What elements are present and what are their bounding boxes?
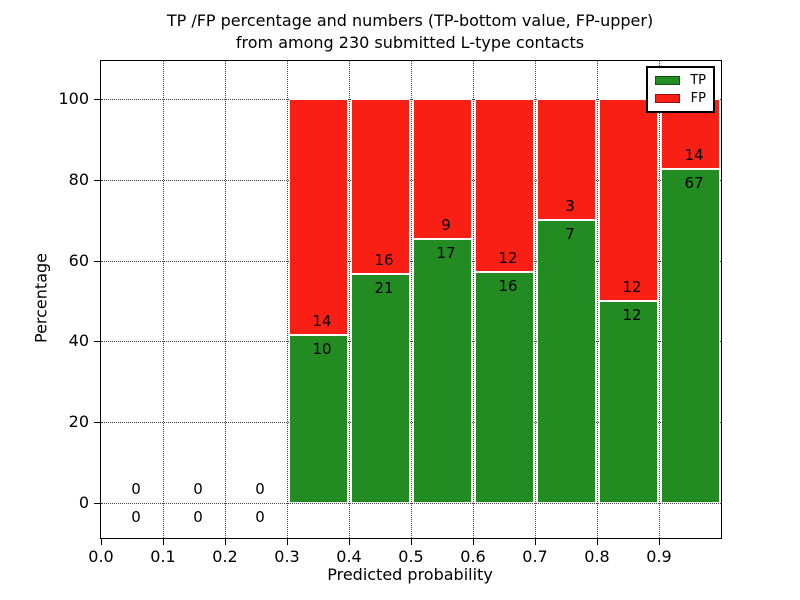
tp-count-label: 21: [374, 278, 394, 297]
legend-label-fp: FP: [690, 91, 706, 107]
x-tick-mark: [225, 539, 226, 545]
x-tick-label: 0.1: [150, 547, 176, 566]
y-tick-label: 60: [68, 250, 89, 270]
x-tick-label: 0.8: [584, 547, 610, 566]
y-tick-label: 0: [78, 493, 89, 512]
x-tick-mark: [287, 539, 288, 545]
fp-bar-segment: [474, 99, 534, 273]
y-tick-label: 20: [68, 412, 89, 432]
x-tick-mark: [597, 539, 598, 545]
fp-count-label: 14: [312, 311, 332, 330]
tp-count-label: 0: [193, 508, 203, 526]
y-tick-mark: [94, 99, 100, 101]
x-tick-label: 0.3: [274, 547, 300, 566]
x-gridline: [287, 61, 288, 538]
x-gridline: [535, 61, 536, 538]
fp-count-label: 12: [498, 249, 518, 268]
y-tick-mark: [94, 341, 100, 343]
x-gridline: [225, 61, 226, 538]
tp-count-label: 17: [436, 243, 456, 262]
tp-bar-segment: [474, 272, 534, 503]
x-tick-mark: [349, 539, 350, 545]
x-tick-label: 0.5: [398, 547, 424, 566]
y-tick-label: 40: [68, 331, 89, 351]
fp-bar-segment: [288, 99, 348, 335]
chart-title: TP /FP percentage and numbers (TP-bottom…: [20, 10, 800, 54]
x-tick-label: 0.2: [212, 547, 238, 566]
tp-color-swatch: [655, 75, 680, 85]
x-tick-mark: [535, 539, 536, 545]
x-axis-label: Predicted probability: [327, 565, 493, 584]
tp-count-label: 67: [684, 173, 704, 192]
x-tick-label: 0.4: [336, 547, 362, 566]
fp-bar-segment: [598, 99, 658, 302]
legend: TP FP: [646, 66, 715, 113]
x-tick-label: 0.6: [460, 547, 486, 566]
fp-count-label: 3: [565, 197, 575, 216]
x-gridline: [659, 61, 660, 538]
x-gridline: [163, 61, 164, 538]
fp-color-swatch: [655, 94, 680, 104]
tp-count-label: 7: [565, 225, 575, 244]
y-tick-mark: [94, 422, 100, 424]
fp-bar-segment: [536, 99, 596, 221]
fp-count-label: 0: [193, 480, 203, 498]
y-tick-label: 100: [58, 89, 89, 109]
fp-count-label: 0: [131, 480, 141, 498]
tp-bar-segment: [412, 238, 472, 503]
y-tick-label: 80: [68, 169, 89, 189]
tp-bar-segment: [660, 168, 720, 503]
tp-count-label: 12: [622, 306, 642, 325]
x-gridline: [349, 61, 350, 538]
x-tick-mark: [473, 539, 474, 545]
fp-bar-segment: [350, 99, 410, 274]
x-tick-mark: [659, 539, 660, 545]
tp-count-label: 0: [255, 508, 265, 526]
fp-bar-segment: [412, 99, 472, 239]
legend-label-tp: TP: [690, 72, 706, 88]
legend-entry-fp: FP: [655, 92, 706, 105]
tp-bar-segment: [288, 334, 348, 503]
y-tick-mark: [94, 503, 100, 504]
fp-count-label: 16: [374, 250, 394, 269]
x-gridline: [597, 61, 598, 538]
legend-entry-tp: TP: [655, 74, 706, 87]
tp-count-label: 10: [312, 339, 332, 358]
x-gridline: [473, 61, 474, 538]
x-tick-mark: [101, 539, 102, 545]
x-tick-mark: [411, 539, 412, 545]
fp-count-label: 14: [684, 145, 704, 164]
y-tick-mark: [94, 179, 100, 181]
tp-bar-segment: [350, 273, 410, 503]
x-tick-label: 0.7: [522, 547, 548, 566]
fp-count-label: 12: [622, 278, 642, 297]
plot-area: 0 20 40 60 80 100 0.0 0.1 0.2 0.3 0.4 0.5 0.6 0.7 0.8 0…: [58, 60, 722, 566]
x-gridline: [411, 61, 412, 538]
x-tick-label: 0.9: [646, 547, 672, 566]
tp-count-label: 0: [131, 508, 141, 526]
chart-title-line2: from among 230 submitted L-type contacts: [235, 33, 585, 52]
fp-count-label: 0: [255, 480, 265, 498]
tp-bar-segment: [598, 301, 658, 503]
tp-count-label: 16: [498, 277, 518, 296]
tp-bar-segment: [536, 220, 596, 503]
y-tick-mark: [94, 260, 100, 262]
chart-title-line1: TP /FP percentage and numbers (TP-bottom…: [166, 11, 654, 30]
x-tick-mark: [163, 539, 164, 545]
fp-count-label: 9: [441, 215, 451, 234]
x-tick-label: 0.0: [88, 547, 114, 566]
